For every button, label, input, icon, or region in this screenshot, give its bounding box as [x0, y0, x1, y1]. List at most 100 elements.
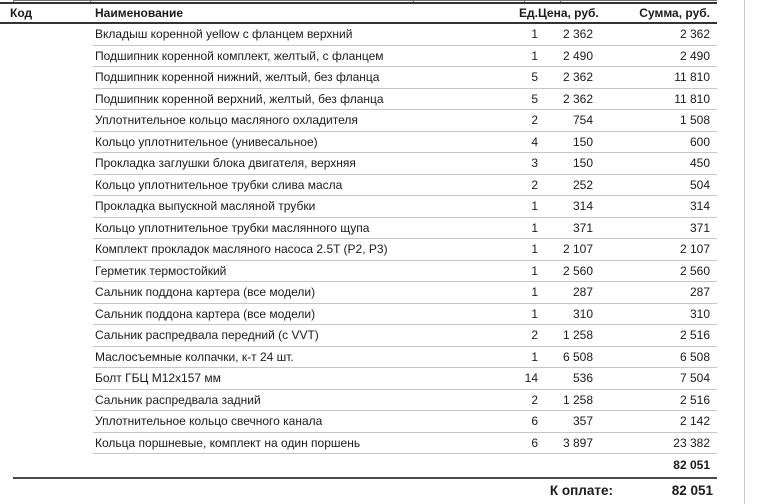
- cell-kod: [0, 390, 93, 412]
- cell-qty: 6: [505, 433, 538, 454]
- cell-sum: 450: [593, 153, 717, 175]
- cell-name: Маслосъемные колпачки, к-т 24 шт.: [93, 347, 505, 368]
- page-edge-line: [744, 0, 745, 504]
- cell-kod: [0, 304, 93, 326]
- cell-sum: 2 107: [593, 239, 717, 261]
- cell-sum: 600: [593, 132, 717, 153]
- cell-sum: 7 504: [593, 368, 717, 390]
- cell-sum: 1 508: [593, 110, 717, 132]
- cell-qty: 1: [505, 282, 538, 304]
- cell-kod: [0, 325, 93, 347]
- table-row: Подшипник коренной нижний, желтый, без ф…: [0, 67, 717, 89]
- cell-price: 1 258: [538, 390, 593, 411]
- table-row: Сальник распредвала передний (с VVT) 2 1…: [0, 325, 717, 347]
- table-row: Кольцо уплотнительное (унивесальное) 4 1…: [0, 132, 717, 154]
- cell-price: 314: [538, 196, 593, 218]
- col-header-name: Наименование: [95, 6, 184, 20]
- payable-value: 82 051: [671, 483, 713, 498]
- cell-sum: 11 810: [593, 67, 717, 89]
- cell-kod: [0, 89, 93, 111]
- cell-sum: 287: [593, 282, 717, 304]
- cell-sum: 2 142: [593, 411, 717, 433]
- cell-sum: 314: [593, 196, 717, 218]
- cell-name: Прокладка выпускной масляной трубки: [93, 196, 505, 218]
- cell-sum: 2 516: [593, 390, 717, 411]
- table-row: Уплотнительное кольцо масляного охладите…: [0, 110, 717, 132]
- table-row: Уплотнительное кольцо свечного канала 6 …: [0, 411, 717, 433]
- subtotal-empty: [538, 454, 593, 477]
- cell-price: 6 508: [538, 347, 593, 368]
- cell-kod: [0, 347, 93, 369]
- cell-price: 150: [538, 153, 593, 175]
- cell-qty: 1: [505, 304, 538, 325]
- cell-qty: 5: [505, 89, 538, 110]
- cell-qty: 4: [505, 132, 538, 153]
- cell-price: 1 258: [538, 325, 593, 347]
- table-row: Сальник распредвала задний 2 1 258 2 516: [0, 390, 717, 412]
- cell-kod: [0, 282, 93, 304]
- cell-qty: 1: [505, 46, 538, 67]
- invoice-table: Код Наименование Ед. Цена, руб. Сумма, р…: [0, 2, 717, 503]
- cell-sum: 11 810: [593, 89, 717, 110]
- cell-name: Кольцо уплотнительное трубки слива масла: [93, 175, 505, 196]
- table-row: Комплект прокладок масляного насоса 2.5T…: [0, 239, 717, 261]
- col-header-kod: Код: [10, 6, 33, 20]
- cell-kod: [0, 175, 93, 197]
- cell-qty: 1: [505, 24, 538, 46]
- cell-qty: 2: [505, 175, 538, 196]
- table-row: Маслосъемные колпачки, к-т 24 шт. 1 6 50…: [0, 347, 717, 369]
- table-row: Кольцо уплотнительное трубки слива масла…: [0, 175, 717, 197]
- cell-kod: [0, 24, 93, 46]
- payable-row: К оплате: 82 051: [0, 479, 717, 503]
- cell-sum: 371: [593, 218, 717, 239]
- subtotal-empty: [0, 454, 93, 477]
- cell-price: 2 107: [538, 239, 593, 261]
- cell-name: Кольцо уплотнительное (унивесальное): [93, 132, 505, 153]
- col-header-price: Цена, руб.: [538, 6, 599, 20]
- cell-qty: 1: [505, 347, 538, 368]
- cell-qty: 2: [505, 110, 538, 132]
- payable-label: К оплате:: [549, 483, 613, 498]
- cell-qty: 2: [505, 325, 538, 347]
- table-row: Прокладка заглушки блока двигателя, верх…: [0, 153, 717, 175]
- cell-qty: 1: [505, 239, 538, 261]
- cell-kod: [0, 110, 93, 132]
- cell-sum: 2 560: [593, 261, 717, 282]
- cell-price: 2 490: [538, 46, 593, 67]
- cell-kod: [0, 218, 93, 240]
- total-separator: [13, 477, 717, 479]
- cell-price: 357: [538, 411, 593, 433]
- cell-price: 754: [538, 110, 593, 132]
- cell-name: Уплотнительное кольцо масляного охладите…: [93, 110, 505, 132]
- cell-kod: [0, 261, 93, 283]
- subtotal-row: 82 051: [0, 454, 717, 477]
- cell-sum: 504: [593, 175, 717, 196]
- table-row: Вкладыш коренной yellow с фланцем верхни…: [0, 24, 717, 46]
- cell-price: 2 560: [538, 261, 593, 282]
- cell-name: Болт ГБЦ М12х157 мм: [93, 368, 505, 390]
- table-header: Код Наименование Ед. Цена, руб. Сумма, р…: [0, 2, 717, 24]
- cell-name: Сальник распредвала задний: [93, 390, 505, 411]
- table-row: Подшипник коренной верхний, желтый, без …: [0, 89, 717, 111]
- cell-name: Сальник поддона картера (все модели): [93, 304, 505, 325]
- cell-qty: 14: [505, 368, 538, 390]
- cell-kod: [0, 433, 93, 455]
- cell-name: Подшипник коренной комплект, желтый, с ф…: [93, 46, 505, 67]
- cell-qty: 3: [505, 153, 538, 175]
- table-row: Прокладка выпускной масляной трубки 1 31…: [0, 196, 717, 218]
- cell-name: Комплект прокладок масляного насоса 2.5T…: [93, 239, 505, 261]
- cell-name: Вкладыш коренной yellow с фланцем верхни…: [93, 24, 505, 46]
- cell-price: 2 362: [538, 67, 593, 89]
- cell-sum: 2 362: [593, 24, 717, 46]
- cell-price: 3 897: [538, 433, 593, 454]
- cell-qty: 5: [505, 67, 538, 89]
- cell-price: 287: [538, 282, 593, 304]
- cell-name: Сальник поддона картера (все модели): [93, 282, 505, 304]
- cell-price: 150: [538, 132, 593, 153]
- cell-name: Прокладка заглушки блока двигателя, верх…: [93, 153, 505, 175]
- subtotal-empty: [93, 454, 505, 477]
- cell-name: Подшипник коренной верхний, желтый, без …: [93, 89, 505, 110]
- cell-kod: [0, 132, 93, 154]
- cell-qty: 1: [505, 261, 538, 282]
